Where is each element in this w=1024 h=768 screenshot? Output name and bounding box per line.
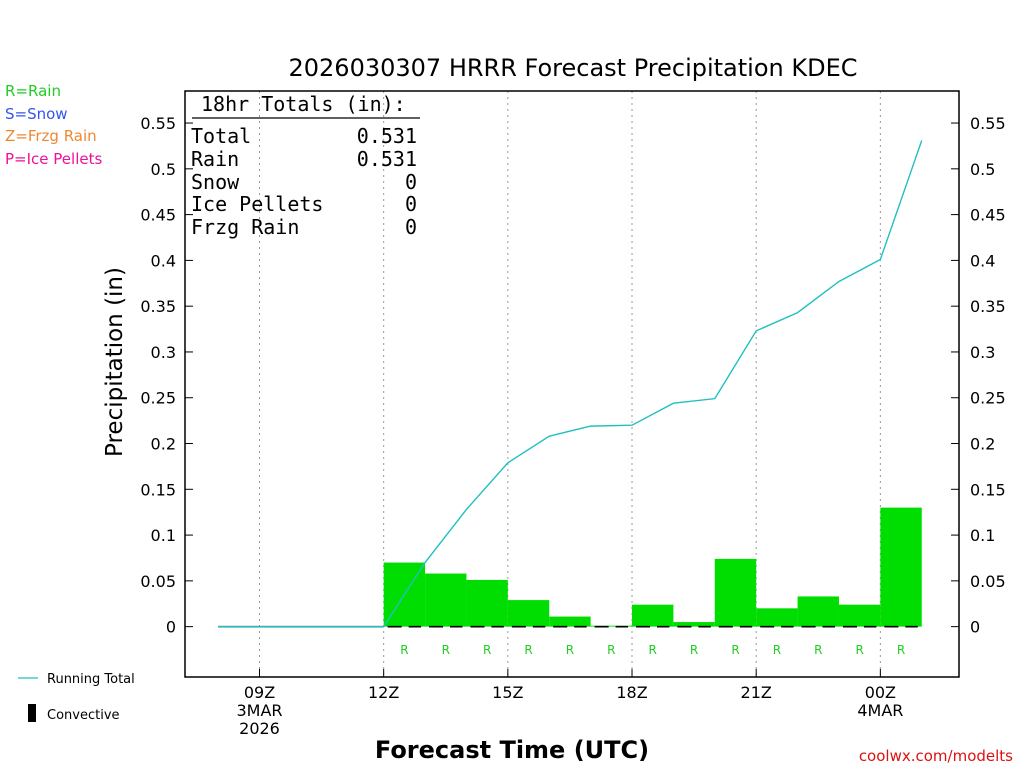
running-total-legend-label: Running Total [47,672,135,687]
precip-bar [838,604,881,627]
precip-bar [797,596,839,627]
legend-snow: S=Snow [5,105,68,123]
precip-bar [880,507,922,627]
precip-type-marker: R [442,643,450,657]
totals-label-frzg-rain: Frzg Rain [191,215,299,239]
precip-type-marker: R [400,643,408,657]
y-tick-label-right: 0.35 [970,297,1006,316]
x-tick-label: 00Z [865,683,896,702]
y-tick-label-right: 0.05 [970,572,1006,591]
y-tick-label-left: 0.45 [140,206,176,225]
y-tick-label-left: 0.25 [140,389,176,408]
totals-value-rain: 0.531 [357,147,417,171]
convective-legend-swatch [28,704,36,722]
hourly-bars [383,507,922,627]
series-legend: Running Total Convective [18,672,135,723]
y-tick-label-right: 0.4 [970,251,995,270]
precip-type-legend: R=Rain S=Snow Z=Frzg Rain P=Ice Pellets [5,82,102,168]
y-tick-label-right: 0.45 [970,206,1006,225]
y-tick-label-right: 0 [970,618,980,637]
y-tick-label-right: 0.1 [970,526,995,545]
precip-bar [466,579,508,627]
precip-type-marker: R [483,643,491,657]
totals-value-ice-pellets: 0 [405,192,417,216]
running-total-series [218,140,923,628]
x-tick-label: 4MAR [857,701,903,720]
y-tick-label-left: 0 [166,618,176,637]
credit-text: coolwx.com/modelts [859,747,1013,765]
x-tick-label: 15Z [492,683,523,702]
y-tick-label-right: 0.5 [970,160,995,179]
y-tick-label-left: 0.2 [151,435,176,454]
precip-bar [632,604,674,627]
y-axis-label: Precipitation (in) [102,267,128,457]
y-tick-label-left: 0.05 [140,572,176,591]
legend-freezing-rain: Z=Frzg Rain [5,127,97,145]
precip-type-marker: R [773,643,781,657]
chart-title: 2026030307 HRRR Forecast Precipitation K… [289,54,858,82]
y-tick-label-right: 0.25 [970,389,1006,408]
y-tick-label-left: 0.4 [151,251,176,270]
y-tick-label-left: 0.15 [140,480,176,499]
x-tick-label: 21Z [741,683,772,702]
y-axis-ticks: 0 00.05 0.050.1 0.10.15 0.150.2 0.20.25 0.250.… [140,114,1005,637]
legend-ice-pellets: P=Ice Pellets [5,150,102,168]
legend-rain: R=Rain [5,82,61,100]
precip-bar [507,600,550,627]
convective-legend-label: Convective [47,708,120,723]
totals-title: 18hr Totals (in): [201,92,406,116]
y-tick-label-left: 0.35 [140,297,176,316]
precip-bar [673,622,715,627]
x-tick-label: 18Z [616,683,647,702]
x-tick-label: 09Z [244,683,275,702]
totals-box: 18hr Totals (in): Total 0.531 Rain 0.531… [191,92,420,239]
y-tick-label-right: 0.2 [970,435,995,454]
x-tick-label: 2026 [239,719,280,738]
totals-value-snow: 0 [405,170,417,194]
precip-type-marker: R [649,643,657,657]
totals-value-total: 0.531 [357,124,417,148]
y-tick-label-left: 0.5 [151,160,176,179]
precip-bar [756,608,798,627]
precip-bar [590,625,633,627]
x-tick-label: 3MAR [236,701,282,720]
gridlines [259,91,881,677]
precip-bar [714,558,757,627]
y-tick-label-right: 0.15 [970,480,1006,499]
precip-type-marker: R [524,643,532,657]
y-tick-label-left: 0.3 [151,343,176,362]
y-tick-label-right: 0.55 [970,114,1006,133]
precip-type-marker: R [814,643,822,657]
precip-type-marker: R [566,643,574,657]
totals-label-snow: Snow [191,170,240,194]
x-axis-label: Forecast Time (UTC) [375,736,649,764]
precip-type-marker: R [897,643,905,657]
totals-label-rain: Rain [191,147,239,171]
running-total-line [218,140,923,628]
precip-type-marker: R [607,643,615,657]
precip-bar [549,616,591,627]
totals-label-total: Total [191,124,251,148]
precip-type-marker: R [690,643,698,657]
y-tick-label-left: 0.1 [151,526,176,545]
y-tick-label-left: 0.55 [140,114,176,133]
totals-value-frzg-rain: 0 [405,215,417,239]
totals-label-ice-pellets: Ice Pellets [191,192,323,216]
precip-bar [425,573,467,627]
precip-type-marker: R [731,643,739,657]
plot-frame [184,90,960,678]
x-tick-label: 12Z [368,683,399,702]
y-tick-label-right: 0.3 [970,343,995,362]
precip-type-marker: R [855,643,863,657]
